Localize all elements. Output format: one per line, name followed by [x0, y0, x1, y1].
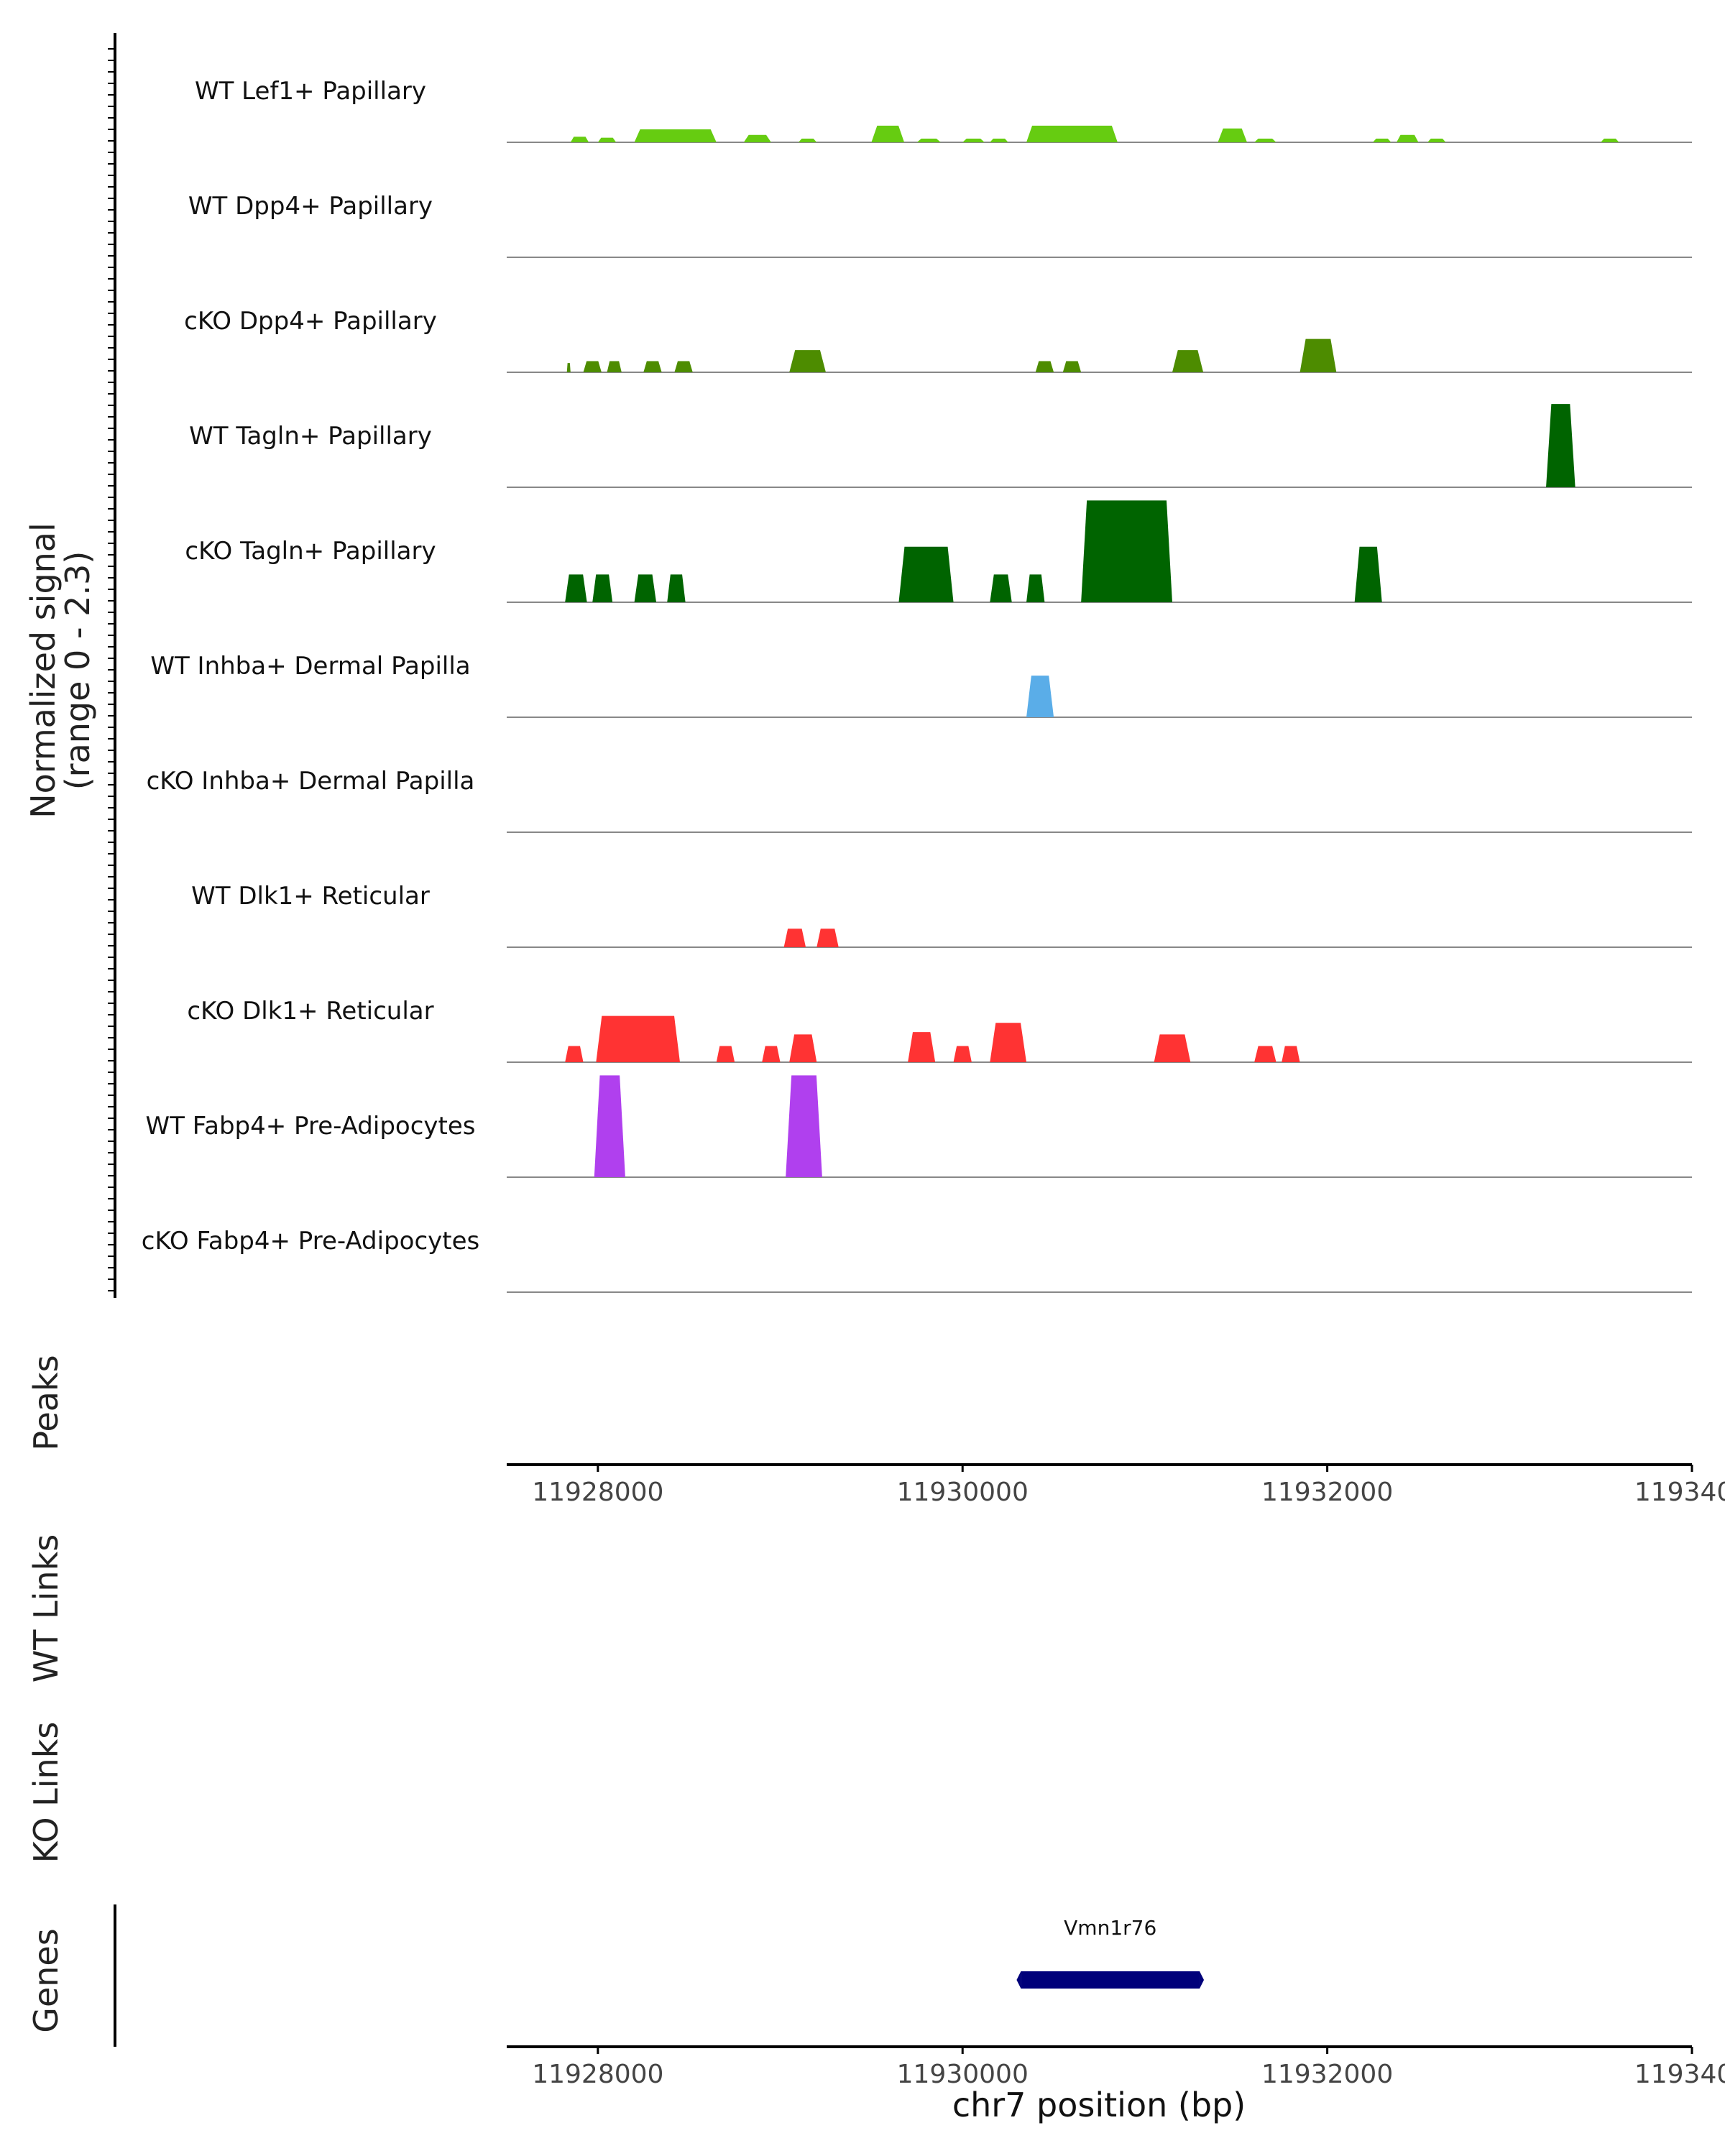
signal-peak — [634, 574, 657, 602]
track-label: WT Lef1+ Papillary — [195, 77, 426, 106]
signal-peak — [1254, 138, 1276, 142]
signal-peak — [643, 361, 662, 372]
x-axis-tick-label: 1193400 — [1634, 1478, 1725, 1507]
signal-peak — [789, 350, 826, 372]
track-label: cKO Inhba+ Dermal Papilla — [147, 767, 475, 796]
signal-peak — [990, 138, 1008, 142]
signal-peak — [786, 1075, 822, 1177]
signal-peak — [634, 129, 717, 142]
track-label: WT Fabp4+ Pre-Adipocytes — [146, 1112, 476, 1141]
x-axis-tick-label: 11928000 — [532, 1478, 663, 1507]
x-axis-tick-label: 11932000 — [1261, 2060, 1393, 2089]
wt-links-track-label: WT Links — [27, 1534, 65, 1682]
signal-peak — [1026, 125, 1118, 142]
signal-peak — [1026, 676, 1054, 717]
signal-peak — [953, 1046, 972, 1062]
signal-peak — [1172, 350, 1204, 372]
x-axis-title: chr7 position (bp) — [952, 2086, 1246, 2124]
signal-peak — [565, 1046, 584, 1062]
signal-peak — [1218, 128, 1247, 142]
signal-peak — [674, 361, 693, 372]
x-axis-tick-label: 11928000 — [532, 2060, 663, 2089]
signal-peak — [597, 137, 617, 142]
track-label: WT Dpp4+ Papillary — [188, 192, 433, 221]
signal-peak — [990, 574, 1012, 602]
track-signal-areas — [565, 125, 1619, 1177]
signal-peak — [743, 134, 771, 142]
signal-y-axis-ticks — [108, 48, 115, 1291]
signal-peak — [871, 125, 905, 142]
track-baselines — [507, 142, 1692, 1293]
gene-annotations: Vmn1r76 — [1016, 1916, 1205, 1989]
signal-peak — [1154, 1034, 1191, 1062]
signal-peak — [566, 363, 571, 372]
signal-peak — [908, 1032, 936, 1062]
track-label: cKO Tagln+ Papillary — [185, 537, 436, 566]
signal-peak — [816, 929, 839, 947]
x-axis-tick-label: 1193400 — [1634, 2060, 1725, 2089]
signal-peak — [1601, 138, 1619, 142]
y-axis-title-line1: Normalized signal — [24, 522, 63, 819]
signal-peak — [594, 1075, 625, 1177]
signal-peak — [1397, 134, 1419, 142]
genes-track-label: Genes — [27, 1928, 65, 2032]
signal-peak — [1081, 500, 1172, 602]
signal-peak — [1427, 138, 1446, 142]
x-axis-top-ticks: 11928000 11930000 11932000 1193400 — [532, 1465, 1725, 1507]
ko-links-track-label: KO Links — [27, 1722, 65, 1864]
x-axis-tick-label: 11932000 — [1261, 1478, 1393, 1507]
signal-peak — [716, 1046, 735, 1062]
signal-peak — [570, 137, 589, 142]
signal-peak — [1373, 138, 1392, 142]
signal-peak — [990, 1023, 1027, 1062]
signal-peak — [1026, 574, 1045, 602]
signal-peak — [1035, 361, 1054, 372]
signal-peak — [1062, 361, 1082, 372]
signal-peak — [962, 138, 985, 142]
signal-peak — [667, 574, 686, 602]
signal-peak — [583, 361, 602, 372]
signal-peak — [1254, 1046, 1276, 1062]
signal-peak — [789, 1034, 817, 1062]
signal-peak — [1354, 546, 1382, 602]
track-labels: WT Lef1+ Papillary WT Dpp4+ Papillary cKO … — [142, 77, 480, 1256]
track-label: cKO Fabp4+ Pre-Adipocytes — [142, 1227, 480, 1256]
x-axis-bottom-ticks: 11928000 11930000 11932000 1193400 — [532, 2047, 1725, 2089]
signal-peak — [1282, 1046, 1300, 1062]
signal-peak — [596, 1015, 681, 1062]
signal-peak — [916, 138, 941, 142]
signal-peak — [1300, 338, 1337, 372]
signal-peak — [565, 574, 587, 602]
track-label: cKO Dpp4+ Papillary — [184, 307, 437, 336]
signal-peak — [592, 574, 613, 602]
signal-peak — [607, 361, 622, 372]
signal-peak — [898, 546, 954, 602]
signal-peak — [1546, 404, 1576, 487]
peaks-track-label: Peaks — [27, 1355, 65, 1450]
track-label: cKO Dlk1+ Reticular — [187, 997, 433, 1026]
track-label: WT Dlk1+ Reticular — [191, 882, 430, 911]
y-axis-title-line2: (range 0 - 2.3) — [58, 551, 97, 791]
x-axis-tick-label: 11930000 — [897, 1478, 1029, 1507]
x-axis-tick-label: 11930000 — [897, 2060, 1029, 2089]
signal-peak — [762, 1046, 781, 1062]
track-label: WT Inhba+ Dermal Papilla — [150, 652, 470, 681]
track-label: WT Tagln+ Papillary — [189, 422, 432, 451]
gene-label: Vmn1r76 — [1064, 1916, 1156, 1940]
gene-body — [1021, 1971, 1200, 1989]
signal-peak — [783, 929, 806, 947]
signal-peak — [798, 138, 817, 142]
